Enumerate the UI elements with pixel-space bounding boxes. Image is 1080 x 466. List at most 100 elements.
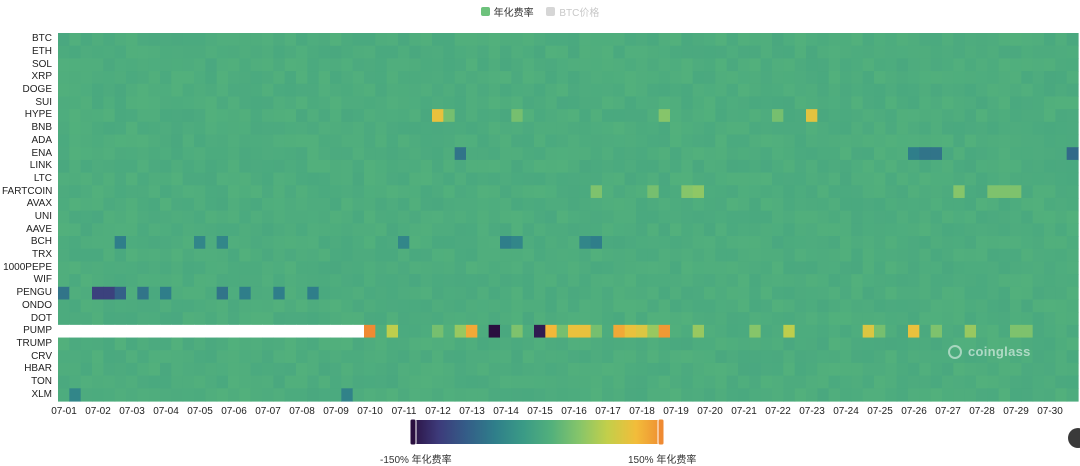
heatmap-cell[interactable] (205, 121, 218, 136)
heatmap-cell[interactable] (160, 312, 172, 326)
heatmap-cell[interactable] (942, 71, 954, 85)
heatmap-cell[interactable] (273, 261, 286, 275)
heatmap-cell[interactable] (364, 388, 376, 402)
heatmap-cell[interactable] (250, 388, 263, 402)
heatmap-cell[interactable] (398, 286, 410, 301)
heatmap-cell[interactable] (364, 312, 376, 326)
heatmap-cell[interactable] (420, 223, 433, 237)
heatmap-cell[interactable] (466, 248, 478, 263)
heatmap-cell[interactable] (545, 172, 558, 186)
heatmap-cell[interactable] (386, 324, 399, 339)
heatmap-cell[interactable] (443, 388, 456, 402)
heatmap-cell[interactable] (760, 147, 773, 161)
heatmap-cell[interactable] (58, 121, 70, 136)
heatmap-cell[interactable] (341, 223, 354, 237)
heatmap-cell[interactable] (1032, 58, 1045, 72)
heatmap-cell[interactable] (92, 197, 104, 212)
heatmap-cell[interactable] (182, 185, 195, 199)
heatmap-cell[interactable] (318, 172, 331, 186)
heatmap-cell[interactable] (817, 362, 830, 377)
heatmap-cell[interactable] (919, 83, 932, 98)
heatmap-cell[interactable] (228, 324, 240, 339)
heatmap-cell[interactable] (692, 45, 705, 59)
heatmap-cell[interactable] (556, 58, 569, 72)
heatmap-cell[interactable] (749, 210, 762, 224)
heatmap-cell[interactable] (908, 210, 920, 224)
heatmap-cell[interactable] (1032, 172, 1045, 186)
heatmap-cell[interactable] (930, 210, 943, 224)
heatmap-cell[interactable] (488, 197, 501, 212)
heatmap-cell[interactable] (194, 121, 206, 136)
heatmap-cell[interactable] (228, 375, 240, 389)
heatmap-cell[interactable] (250, 375, 263, 389)
heatmap-cell[interactable] (579, 33, 592, 47)
heatmap-cell[interactable] (228, 58, 240, 72)
heatmap-cell[interactable] (885, 210, 898, 224)
heatmap-cell[interactable] (568, 286, 580, 301)
heatmap-cell[interactable] (194, 197, 206, 212)
heatmap-cell[interactable] (307, 159, 320, 174)
heatmap-cell[interactable] (443, 274, 456, 288)
heatmap-cell[interactable] (284, 210, 297, 224)
heatmap-cell[interactable] (296, 286, 308, 301)
heatmap-cell[interactable] (964, 388, 977, 402)
heatmap-cell[interactable] (522, 286, 535, 301)
heatmap-cell[interactable] (250, 185, 263, 199)
heatmap-cell[interactable] (772, 96, 784, 110)
heatmap-cell[interactable] (828, 172, 841, 186)
heatmap-cell[interactable] (216, 210, 229, 224)
heatmap-cell[interactable] (511, 261, 524, 275)
heatmap-cell[interactable] (1044, 109, 1056, 123)
heatmap-cell[interactable] (704, 58, 716, 72)
heatmap-cell[interactable] (454, 362, 467, 377)
heatmap-cell[interactable] (205, 172, 218, 186)
heatmap-cell[interactable] (160, 286, 172, 301)
heatmap-cell[interactable] (522, 248, 535, 263)
heatmap-cell[interactable] (137, 375, 150, 389)
heatmap-cell[interactable] (216, 286, 229, 301)
heatmap-cell[interactable] (216, 274, 229, 288)
heatmap-cell[interactable] (704, 134, 716, 148)
heatmap-cell[interactable] (749, 147, 762, 161)
heatmap-cell[interactable] (148, 375, 161, 389)
heatmap-cell[interactable] (602, 210, 614, 224)
heatmap-cell[interactable] (987, 388, 1000, 402)
heatmap-cell[interactable] (545, 33, 558, 47)
heatmap-cell[interactable] (273, 58, 286, 72)
heatmap-cell[interactable] (58, 185, 70, 199)
heatmap-cell[interactable] (602, 134, 614, 148)
heatmap-cell[interactable] (794, 172, 807, 186)
heatmap-cell[interactable] (670, 45, 682, 59)
heatmap-cell[interactable] (511, 159, 524, 174)
heatmap-cell[interactable] (239, 134, 252, 148)
heatmap-cell[interactable] (488, 121, 501, 136)
heatmap-cell[interactable] (1044, 324, 1056, 339)
heatmap-cell[interactable] (749, 223, 762, 237)
heatmap-cell[interactable] (103, 375, 116, 389)
heatmap-cell[interactable] (726, 274, 739, 288)
heatmap-cell[interactable] (103, 109, 116, 123)
heatmap-cell[interactable] (647, 134, 660, 148)
heatmap-cell[interactable] (307, 362, 320, 377)
heatmap-cell[interactable] (58, 223, 70, 237)
heatmap-cell[interactable] (930, 312, 943, 326)
heatmap-cell[interactable] (772, 248, 784, 263)
heatmap-cell[interactable] (851, 58, 864, 72)
heatmap-cell[interactable] (613, 96, 626, 110)
heatmap-cell[interactable] (670, 286, 682, 301)
heatmap-cell[interactable] (58, 274, 70, 288)
heatmap-cell[interactable] (194, 286, 206, 301)
heatmap-cell[interactable] (341, 121, 354, 136)
heatmap-cell[interactable] (488, 147, 501, 161)
heatmap-cell[interactable] (590, 248, 603, 263)
heatmap-cell[interactable] (556, 350, 569, 364)
heatmap-cell[interactable] (250, 147, 263, 161)
heatmap-cell[interactable] (998, 362, 1011, 377)
heatmap-cell[interactable] (760, 210, 773, 224)
heatmap-cell[interactable] (579, 210, 592, 224)
heatmap-cell[interactable] (262, 33, 274, 47)
heatmap-cell[interactable] (205, 83, 218, 98)
heatmap-cell[interactable] (216, 261, 229, 275)
heatmap-cell[interactable] (375, 324, 388, 339)
heatmap-cell[interactable] (126, 197, 138, 212)
